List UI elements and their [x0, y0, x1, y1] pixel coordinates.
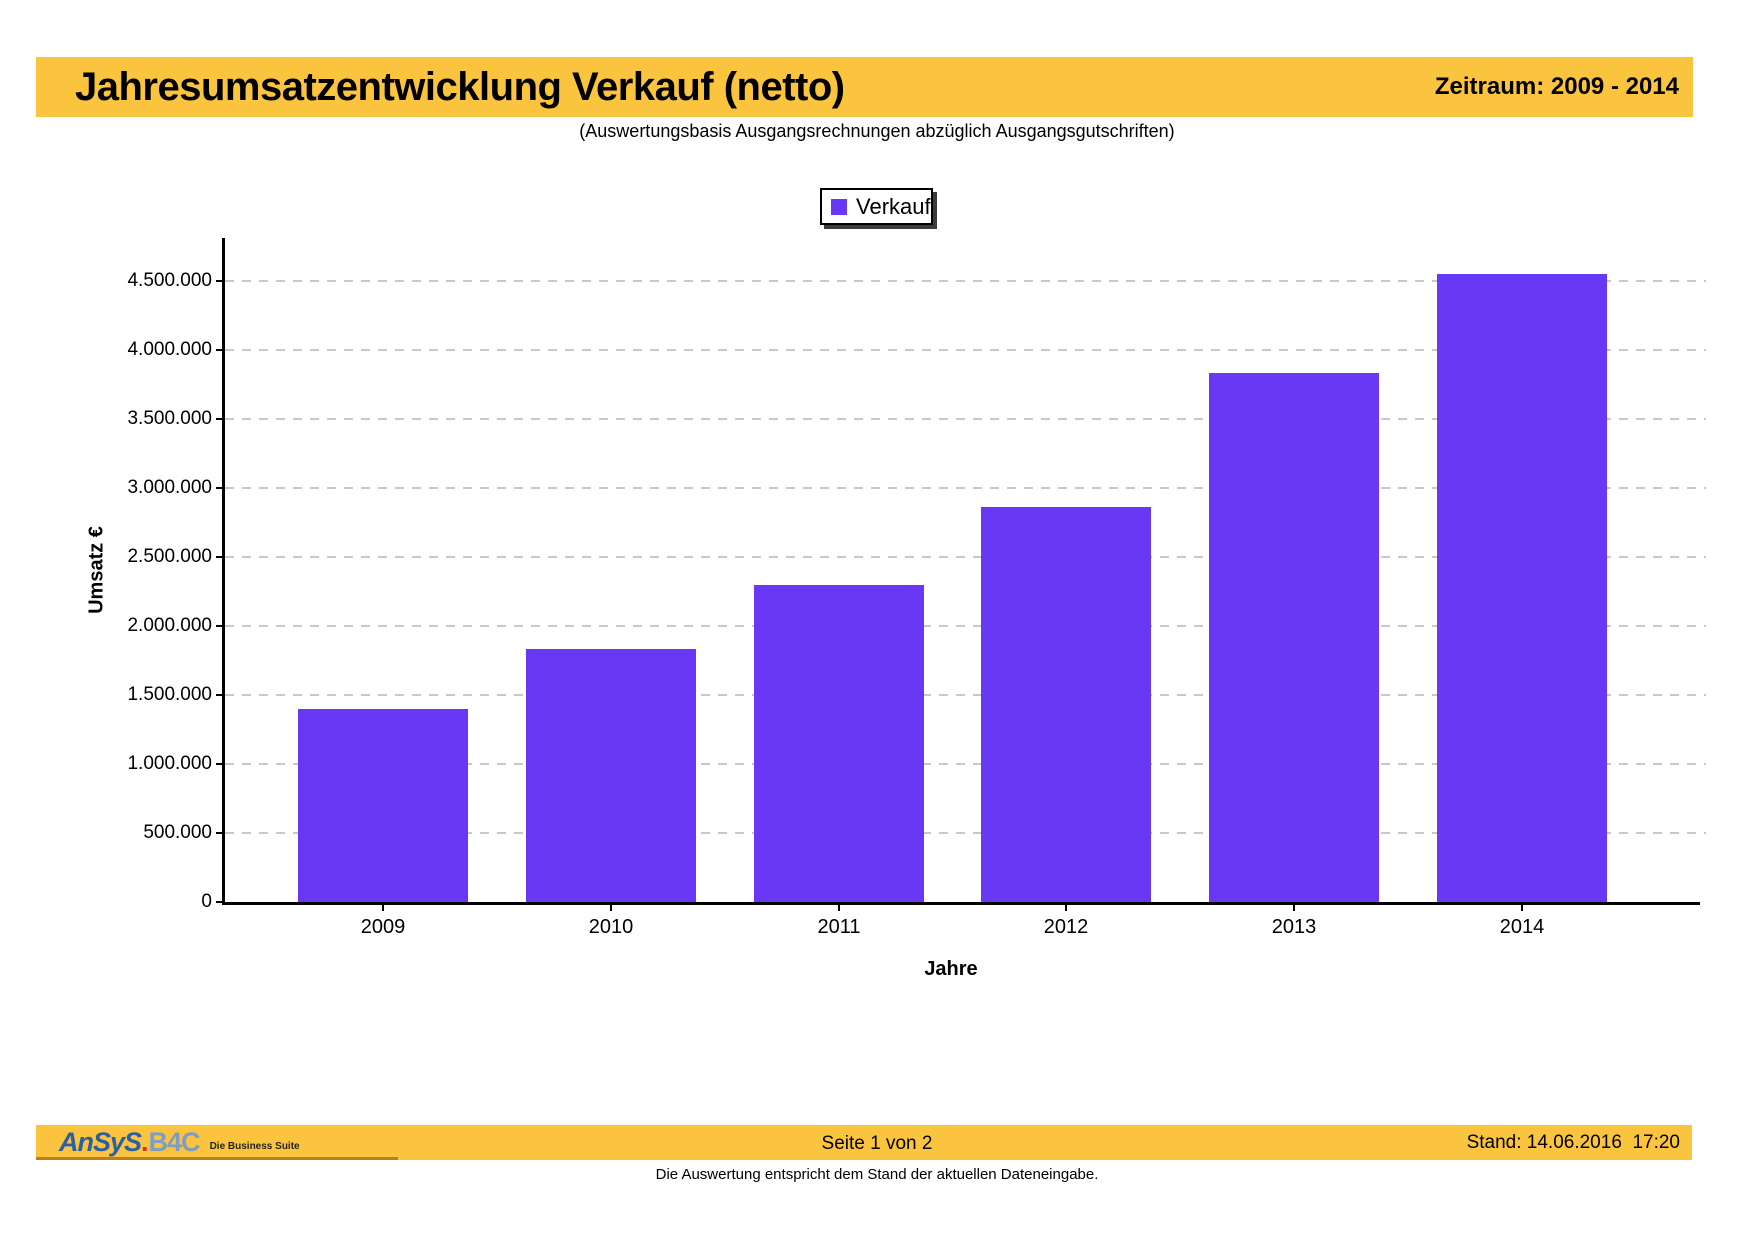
footnote: Die Auswertung entspricht dem Stand der …	[655, 1166, 1099, 1183]
x-axis-tick	[1521, 905, 1523, 911]
report-subtitle: (Auswertungsbasis Ausgangsrechnungen abz…	[579, 121, 1175, 141]
x-axis-line	[222, 902, 1700, 905]
y-tick-label: 3.000.000	[127, 477, 212, 498]
gridline	[225, 487, 1706, 489]
y-axis-tick	[216, 832, 225, 834]
x-axis-tick	[610, 905, 612, 911]
y-axis-tick	[216, 901, 225, 903]
y-tick-label: 4.500.000	[127, 270, 212, 291]
bar-2014	[1437, 274, 1607, 902]
x-tick-label: 2010	[588, 916, 634, 938]
x-tick-label: 2013	[1271, 916, 1317, 938]
x-axis-title: Jahre	[924, 958, 978, 980]
page-number: Seite 1 von 2	[821, 1133, 933, 1154]
y-axis-tick	[216, 625, 225, 627]
gridline	[225, 418, 1706, 420]
y-axis-tick	[216, 694, 225, 696]
bar-2013	[1209, 373, 1379, 902]
x-tick-label: 2012	[1043, 916, 1089, 938]
gridline	[225, 694, 1706, 696]
y-axis-line	[222, 238, 225, 905]
y-tick-label: 4.000.000	[127, 339, 212, 360]
gridline	[225, 625, 1706, 627]
x-tick-label: 2011	[817, 916, 861, 938]
logo-brand-dot: .	[141, 1127, 149, 1157]
stand-timestamp: Stand: 14.06.2016 17:20	[1466, 1131, 1680, 1153]
bar-2010	[526, 649, 696, 902]
ansys-b4c-logo: AnSyS . B4C Die Business Suite	[36, 1127, 300, 1158]
logo-brand-suffix: B4C	[148, 1127, 201, 1157]
gridline	[225, 280, 1706, 282]
y-tick-label: 1.500.000	[127, 684, 212, 705]
y-tick-label: 3.500.000	[127, 408, 212, 429]
y-axis-tick	[216, 556, 225, 558]
y-axis-tick	[216, 280, 225, 282]
x-axis-tick	[1065, 905, 1067, 911]
x-axis-tick	[1293, 905, 1295, 911]
bar-2011	[754, 585, 924, 902]
gridline	[225, 832, 1706, 834]
y-tick-label: 1.000.000	[127, 753, 212, 774]
logo-underline	[36, 1157, 398, 1160]
y-tick-label: 2.000.000	[127, 615, 212, 636]
y-axis-tick	[216, 487, 225, 489]
x-axis-tick	[838, 905, 840, 911]
y-tick-label: 2.500.000	[127, 546, 212, 567]
y-tick-label: 500.000	[143, 822, 212, 843]
bar-2009	[298, 709, 468, 902]
period-label: Zeitraum: 2009 - 2014	[1434, 73, 1679, 100]
y-axis-tick	[216, 763, 225, 765]
logo-brand-main: AnSyS	[59, 1127, 142, 1157]
y-tick-label: 0	[201, 891, 212, 912]
x-tick-label: 2014	[1499, 916, 1545, 938]
legend-color-swatch	[831, 198, 847, 215]
x-axis-tick	[382, 905, 384, 911]
y-axis-tick	[216, 418, 225, 420]
x-tick-label: 2009	[360, 916, 406, 938]
header-band: Jahresumsatzentwicklung Verkauf (netto) …	[36, 57, 1693, 117]
gridline	[225, 556, 1706, 558]
y-axis-tick	[216, 349, 225, 351]
gridline	[225, 763, 1706, 765]
gridline	[225, 349, 1706, 351]
bar-2012	[981, 507, 1151, 902]
y-axis-title: Umsatz €	[85, 526, 108, 614]
footer-band: AnSyS . B4C Die Business Suite Stand: 14…	[36, 1125, 1692, 1160]
legend-label: Verkauf	[856, 193, 931, 219]
chart-legend: Verkauf	[820, 188, 933, 225]
report-title: Jahresumsatzentwicklung Verkauf (netto)	[75, 64, 845, 109]
logo-tagline: Die Business Suite	[209, 1141, 300, 1152]
